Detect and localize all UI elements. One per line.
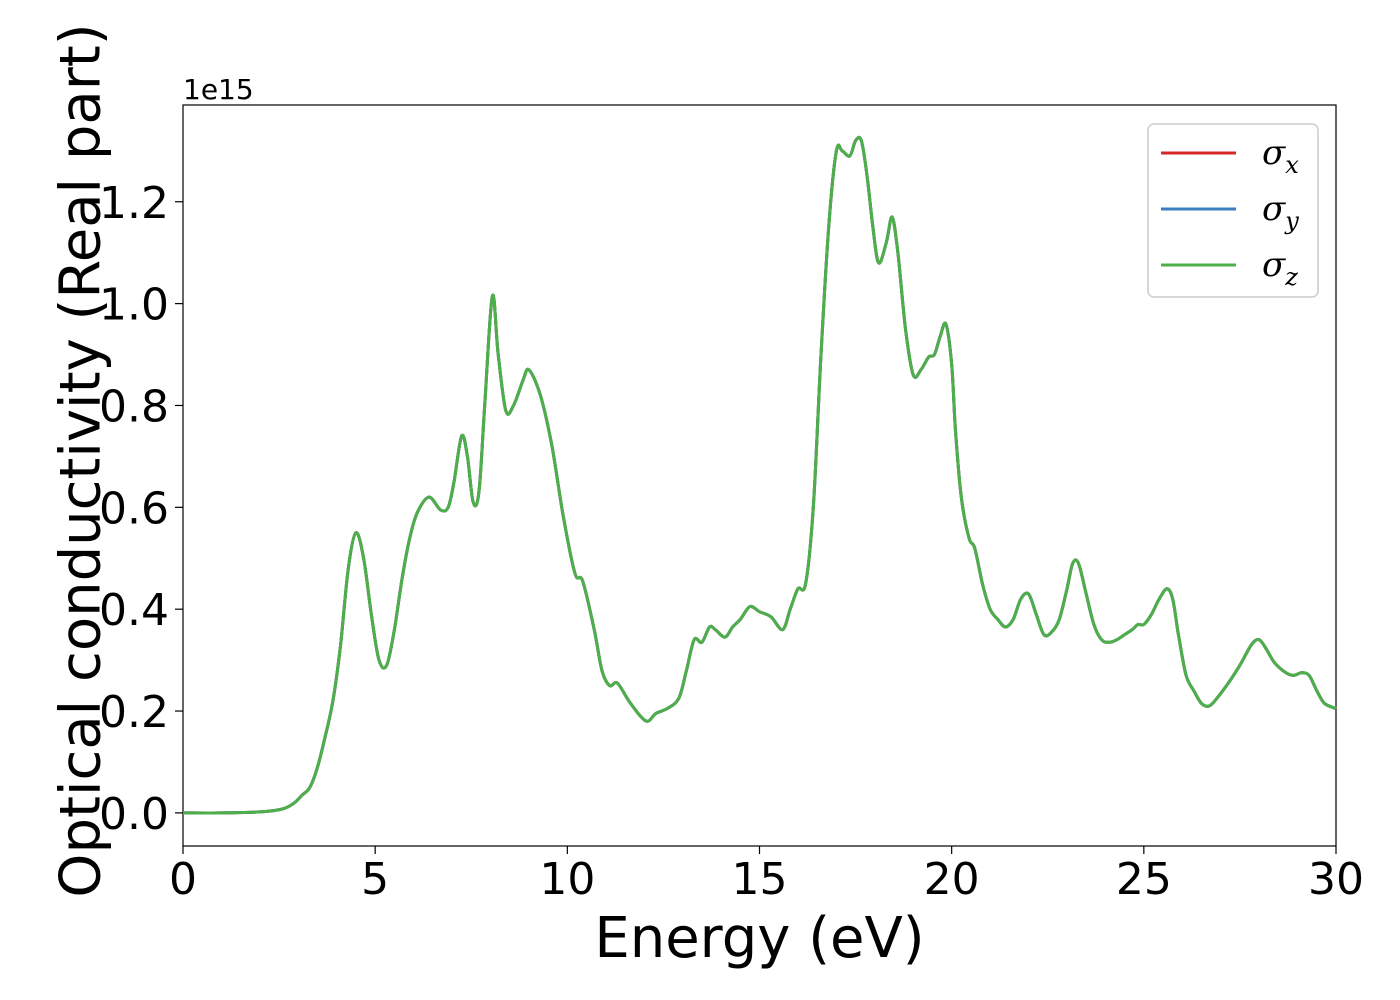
y-tick-label: 1.2 (99, 178, 169, 229)
y-tick-label: 0.8 (99, 381, 169, 432)
x-tick-label: 30 (1308, 854, 1364, 905)
y-axis-ticks: 0.0 0.2 0.4 0.6 0.8 1.0 1.2 (99, 178, 183, 840)
y-axis-label: Optical conductivity (Real part) (49, 23, 114, 897)
legend-label-sigma-y: σy (1262, 189, 1299, 235)
series-line-sigma-z (182, 135, 1337, 815)
x-axis-label: Energy (eV) (594, 906, 924, 971)
y-tick-label: 0.4 (99, 585, 169, 636)
y-tick-label: 1.0 (99, 280, 169, 331)
x-tick-label: 20 (924, 854, 980, 905)
y-offset-label: 1e15 (183, 73, 254, 106)
y-tick-label: 0.6 (99, 483, 169, 534)
y-tick-label: 0.2 (99, 687, 169, 738)
series-lines (182, 135, 1337, 815)
x-tick-label: 5 (361, 854, 389, 905)
x-tick-label: 10 (539, 854, 595, 905)
x-tick-label: 0 (169, 854, 197, 905)
legend-label-sigma-x: σx (1262, 133, 1299, 179)
x-tick-label: 25 (1116, 854, 1172, 905)
legend: σx σy σz (1147, 123, 1319, 298)
legend-label-sigma-z: σz (1262, 245, 1298, 291)
x-axis-ticks: 0 5 10 15 20 25 30 (169, 846, 1364, 905)
y-tick-label: 0.0 (99, 789, 169, 840)
x-tick-label: 15 (732, 854, 788, 905)
